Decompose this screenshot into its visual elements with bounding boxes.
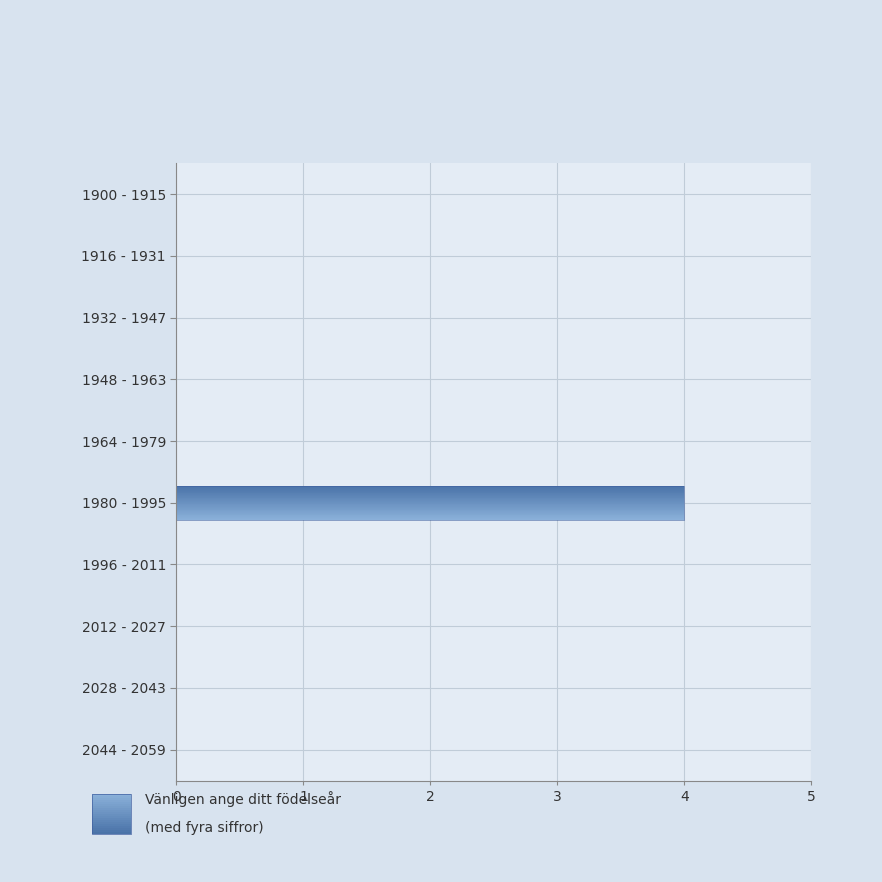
Bar: [92, 832, 131, 833]
Bar: [92, 816, 131, 818]
Bar: [92, 813, 131, 816]
Bar: [92, 802, 131, 804]
Bar: [92, 811, 131, 813]
Bar: [92, 797, 131, 800]
Bar: [92, 808, 131, 810]
Bar: [92, 800, 131, 802]
Bar: [92, 826, 131, 827]
Bar: [92, 819, 131, 822]
Bar: [92, 822, 131, 824]
Bar: [92, 794, 131, 796]
Bar: [92, 824, 131, 826]
Bar: [92, 794, 131, 833]
Bar: [92, 827, 131, 830]
Bar: [92, 810, 131, 811]
Bar: [92, 796, 131, 797]
Bar: [92, 805, 131, 808]
Bar: [176, 486, 684, 519]
Bar: [92, 830, 131, 832]
Text: Vänligen ange ditt födelseår: Vänligen ange ditt födelseår: [145, 791, 340, 807]
Bar: [92, 804, 131, 805]
Text: (med fyra siffror): (med fyra siffror): [145, 821, 263, 835]
Bar: [92, 818, 131, 819]
